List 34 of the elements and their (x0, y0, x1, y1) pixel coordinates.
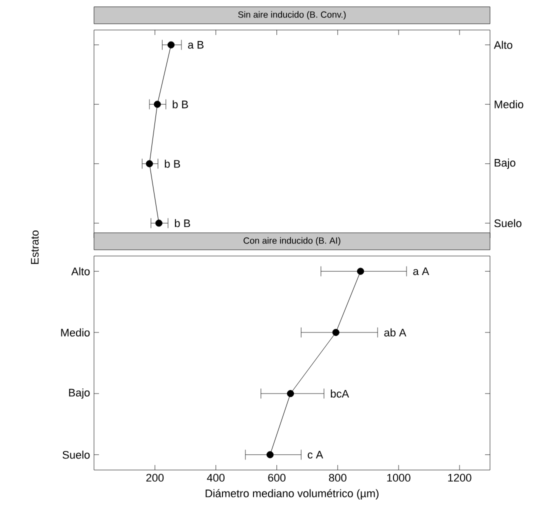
x-tick-label: 800 (329, 474, 346, 482)
point (146, 160, 153, 168)
y-tick-label: Medio (61, 328, 90, 336)
y-tick-label: Bajo (69, 388, 90, 399)
point (286, 390, 294, 398)
chart-title: Con aire inducido (B. AI) (244, 237, 340, 246)
y-tick-label: Suelo (494, 219, 522, 228)
annotation: b B (174, 219, 190, 228)
y-tick-label: Suelo (62, 450, 90, 459)
y-axis-title: Estrato (31, 230, 39, 264)
y-tick-label: Alto (494, 40, 512, 49)
point (155, 220, 162, 227)
point (332, 328, 340, 336)
x-tick-label: 400 (206, 474, 225, 482)
annotation: b B (164, 160, 180, 168)
x-axis-title: Diámetro mediano volumétrico (µm) (206, 489, 378, 500)
y-tick-label: Medio (494, 100, 524, 108)
annotation: ab A (384, 328, 406, 336)
point (168, 41, 175, 48)
point (357, 268, 364, 275)
annotation: b B (172, 100, 188, 108)
annotation: a B (188, 41, 204, 49)
annotation: a A (413, 267, 430, 276)
y-tick-label: Alto (71, 267, 90, 276)
x-tick-label: 200 (146, 474, 164, 482)
x-tick-label: 600 (268, 474, 286, 482)
point (266, 451, 274, 458)
annotation: c A (308, 450, 324, 459)
y-tick-label: Bajo (494, 158, 516, 169)
x-tick-label: 1000 (387, 474, 410, 482)
chart-title: Sin aire inducido (B. Conv.) (238, 11, 346, 20)
x-tick-label: 1200 (448, 474, 472, 482)
point (154, 100, 161, 108)
annotation: bcA (330, 390, 350, 398)
